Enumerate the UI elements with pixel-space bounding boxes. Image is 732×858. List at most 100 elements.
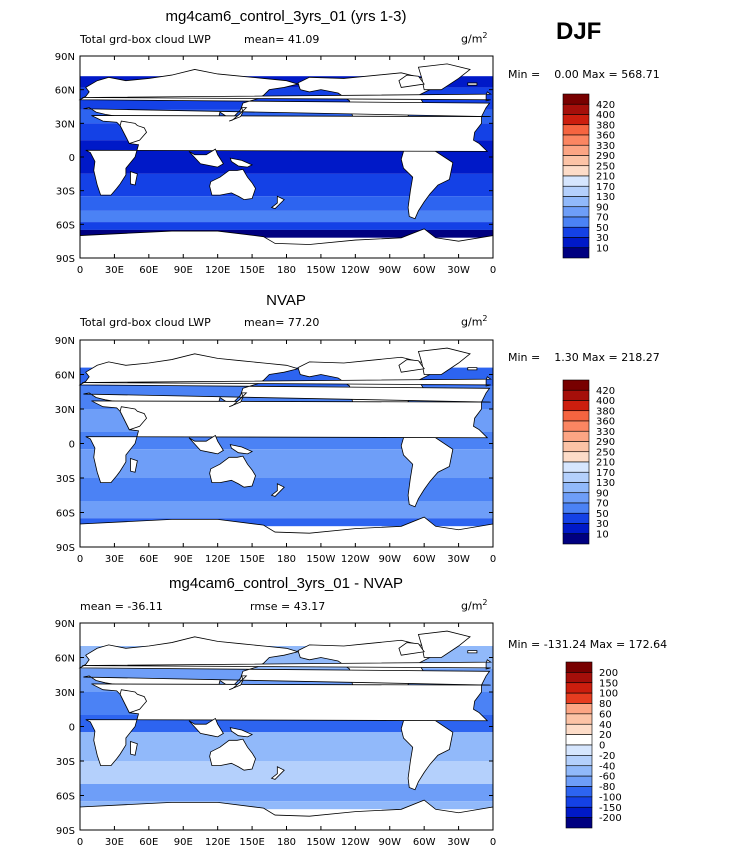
panel1-xtick-label: 150E <box>239 265 264 276</box>
panel2-xtick-label: 120E <box>205 554 230 565</box>
panel3-ytick-label: 30N <box>55 688 75 699</box>
panel2-land-iceland <box>467 367 478 371</box>
panel1-land-uk <box>82 91 493 102</box>
panel1-land-japan <box>228 107 248 122</box>
panel1-colorbar-box <box>562 155 590 167</box>
panel3-rmse-label-text: rmse = <box>250 600 291 613</box>
panel2-ytick-label: 0 <box>69 440 75 451</box>
panel3-colorbar-box <box>565 672 593 684</box>
panel2-colorbar-label: 250 <box>596 447 615 458</box>
panel3-colorbar-label: 60 <box>599 709 612 720</box>
panel2-colorbar-label: 30 <box>596 519 609 530</box>
panel3-band-7 <box>80 784 493 802</box>
panel3-colorbar-box <box>565 796 593 808</box>
panel3-xtick-label: 120W <box>341 837 370 848</box>
panel2-ytick-label: 60N <box>55 371 75 382</box>
panel3-min-value: -131.24 <box>543 638 587 651</box>
panel1-colorbar-label: 360 <box>596 131 615 142</box>
panel3-colorbar-label: 40 <box>599 720 612 731</box>
panel3-colorbar-label: 0 <box>599 741 605 752</box>
panel3-xtick-label: 60W <box>413 837 436 848</box>
panel1-band-6 <box>80 173 493 197</box>
panel1-colorbar-box <box>562 196 590 208</box>
panel3-xtick-label: 0 <box>490 837 496 848</box>
panel1-land-greenland <box>417 63 471 91</box>
panel1-mean-label: mean= 41.09 <box>244 33 319 46</box>
panel1-mean-value: 41.09 <box>287 33 320 46</box>
panel1-xtick-label: 60W <box>413 265 436 276</box>
panel2-plot: 0 30E 60E 90E 120E 150E 180 150W 120W 90W 60W 30W 09… <box>55 336 615 565</box>
panel1-ytick-label: 90S <box>56 254 75 265</box>
panel3-colorbar-label: -20 <box>599 751 615 762</box>
panel2-colorbar-box <box>562 471 590 483</box>
panel3-colorbar-box <box>565 806 593 818</box>
panel1-colorbar-label: 170 <box>596 182 615 193</box>
panel3-max-label: Max = <box>589 638 626 651</box>
panel3-ytick-label: 30S <box>56 757 75 768</box>
panel2-colorbar-box <box>562 492 590 504</box>
panel3-xtick-label: 120E <box>205 837 230 848</box>
panel1-xtick-label: 180 <box>277 265 296 276</box>
panel3-colorbar-label: -100 <box>599 792 622 803</box>
panel2-colorbar-label: 420 <box>596 386 615 397</box>
panel1-colorbar-label: 250 <box>596 161 615 172</box>
panel2-band-7 <box>80 501 493 519</box>
panel3-colorbar-label: -60 <box>599 772 615 783</box>
panel3-rmse-label: rmse = 43.17 <box>250 600 325 613</box>
panel2-land-new-zealand <box>270 483 285 497</box>
panel3-colorbar-label: -150 <box>599 803 622 814</box>
panel1-colorbar-label: 290 <box>596 151 615 162</box>
panel3-xtick-label: 30E <box>105 837 124 848</box>
panel1-colorbar-label: 210 <box>596 172 615 183</box>
panel1-land-new-guinea <box>229 157 254 168</box>
panel1-colorbar-box <box>562 134 590 146</box>
panel3-xtick-label: 180 <box>277 837 296 848</box>
panel3-xtick-label: 0 <box>77 837 83 848</box>
panel2-colorbar-label: 400 <box>596 396 615 407</box>
panel3-xtick-label: 150W <box>306 837 335 848</box>
panel1-colorbar-label: 330 <box>596 141 615 152</box>
panel1-colorbar-label: 130 <box>596 192 615 203</box>
panel2-colorbar-box <box>562 441 590 453</box>
panel2-land-madagascar <box>130 457 138 473</box>
panel3-xtick-label: 60E <box>139 837 158 848</box>
panel1-land-arabia <box>119 120 148 145</box>
panel2-xtick-label: 60E <box>139 554 158 565</box>
panel3-ytick-label: 90S <box>56 826 75 837</box>
panel1-colorbar-label: 50 <box>596 223 609 234</box>
panel2-xtick-label: 120W <box>341 554 370 565</box>
panel1-colorbar-box <box>562 114 590 126</box>
panel1-colorbar-box <box>562 103 590 115</box>
panel2-colorbar-box <box>562 379 590 391</box>
panel1-xtick-label: 90W <box>378 265 401 276</box>
panel2-xtick-label: 0 <box>77 554 83 565</box>
panel2-colorbar-label: 70 <box>596 499 609 510</box>
panel1-colorbar-box <box>562 247 590 259</box>
panel2-mean-label-text: mean= <box>244 316 285 329</box>
panel1-land-africa <box>85 115 490 196</box>
panel1-colorbar-box <box>562 93 590 105</box>
panel2-land-africa <box>85 400 490 484</box>
panel3-rmse-value: 43.17 <box>293 600 326 613</box>
panel1-land-madagascar <box>130 171 138 186</box>
panel2-ytick-label: 90S <box>56 543 75 554</box>
panel2-xtick-label: 180 <box>277 554 296 565</box>
panel1-colorbar-box <box>562 175 590 187</box>
panel1-ytick-label: 60S <box>56 220 75 231</box>
panel3-colorbar-label: -200 <box>599 813 622 824</box>
panel1-colorbar-box <box>562 226 590 238</box>
panel2-max-label: Max = <box>582 351 618 364</box>
panel3-minmax: Min = -131.24 Max = 172.64 <box>508 638 667 651</box>
panel2-colorbar-label: 130 <box>596 478 615 489</box>
panel2-colorbar-label: 170 <box>596 468 615 479</box>
panel2-xtick-label: 30E <box>105 554 124 565</box>
panel2-band-8 <box>80 518 493 527</box>
panel2-land-australia <box>209 455 256 488</box>
panel2-xtick-label: 150W <box>306 554 335 565</box>
panel3-land-japan <box>228 675 248 691</box>
panel3-min-label: Min = <box>508 638 541 651</box>
panel3-title: mg4cam6_control_3yrs_01 - NVAP <box>169 575 403 592</box>
panel1-colorbar-label: 420 <box>596 100 615 111</box>
panel3-xtick-label: 90E <box>174 837 193 848</box>
panel3-colorbar-box <box>565 692 593 704</box>
